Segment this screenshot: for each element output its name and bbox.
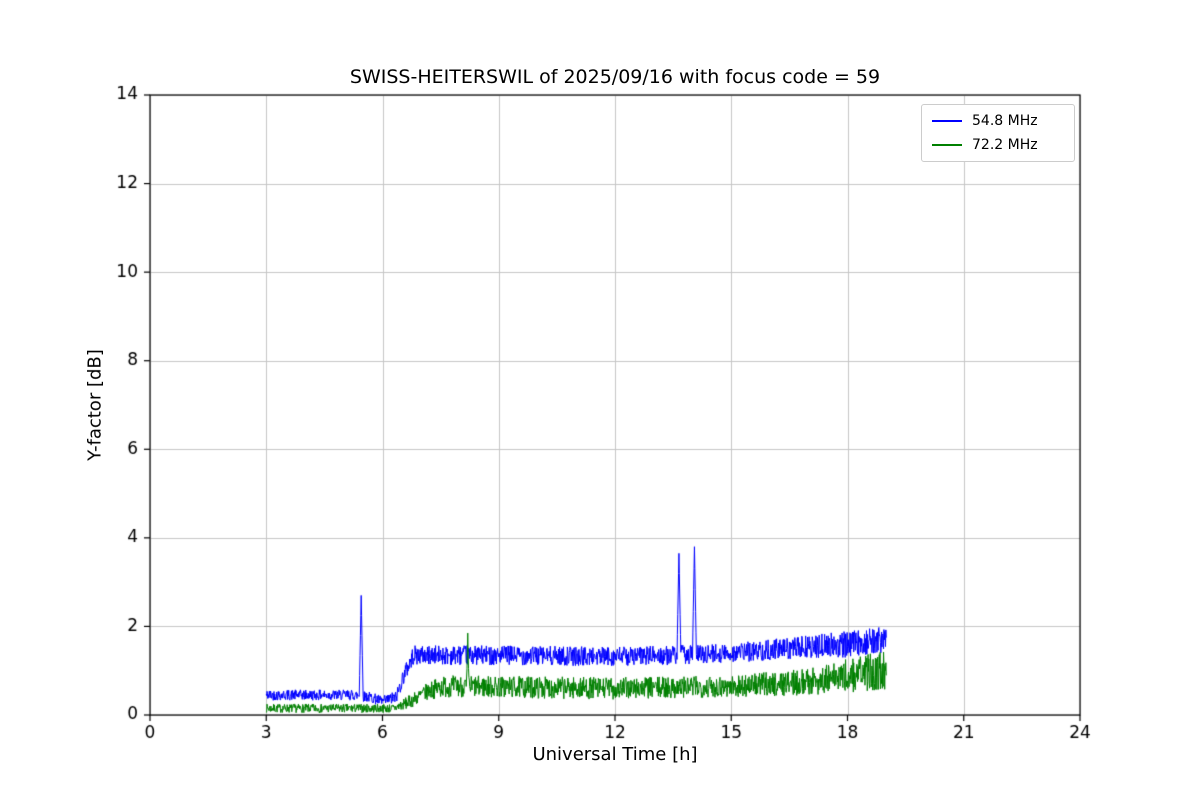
x-axis-label: Universal Time [h] <box>532 744 698 765</box>
legend-item: 72.2 MHz <box>932 137 1064 153</box>
legend-label: 54.8 MHz <box>972 113 1038 129</box>
legend-label: 72.2 MHz <box>972 137 1038 153</box>
legend: 54.8 MHz 72.2 MHz <box>921 104 1075 162</box>
chart-title: SWISS-HEITERSWIL of 2025/09/16 with focu… <box>349 66 881 88</box>
legend-item: 54.8 MHz <box>932 113 1064 129</box>
y-axis-label: Y-factor [dB] <box>84 349 106 461</box>
legend-line-swatch <box>932 144 962 146</box>
legend-line-swatch <box>932 120 962 122</box>
